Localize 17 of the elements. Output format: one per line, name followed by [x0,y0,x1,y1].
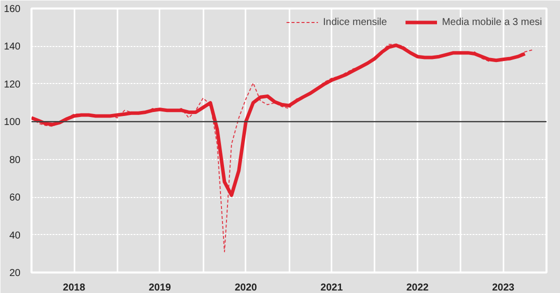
y-tick-label: 40 [9,230,21,242]
x-tick-label: 2019 [148,282,172,293]
x-tick-label: 2022 [406,282,430,293]
y-tick-label: 100 [4,117,21,128]
legend-label: Media mobile a 3 mesi [442,16,542,28]
x-tick-label: 2018 [62,282,86,293]
y-tick-label: 80 [9,154,21,166]
y-tick-label: 120 [4,79,21,90]
x-tick-label: 2020 [234,282,258,293]
x-tick-label: 2023 [492,282,515,293]
line-series [32,44,527,197]
y-tick-label: 140 [4,42,21,53]
legend-label: Indice mensile [323,16,387,28]
y-tick-label: 60 [9,192,21,204]
x-tick-label: 2021 [320,282,344,293]
y-tick-label: 20 [9,268,21,279]
y-tick-label: 160 [4,4,21,15]
